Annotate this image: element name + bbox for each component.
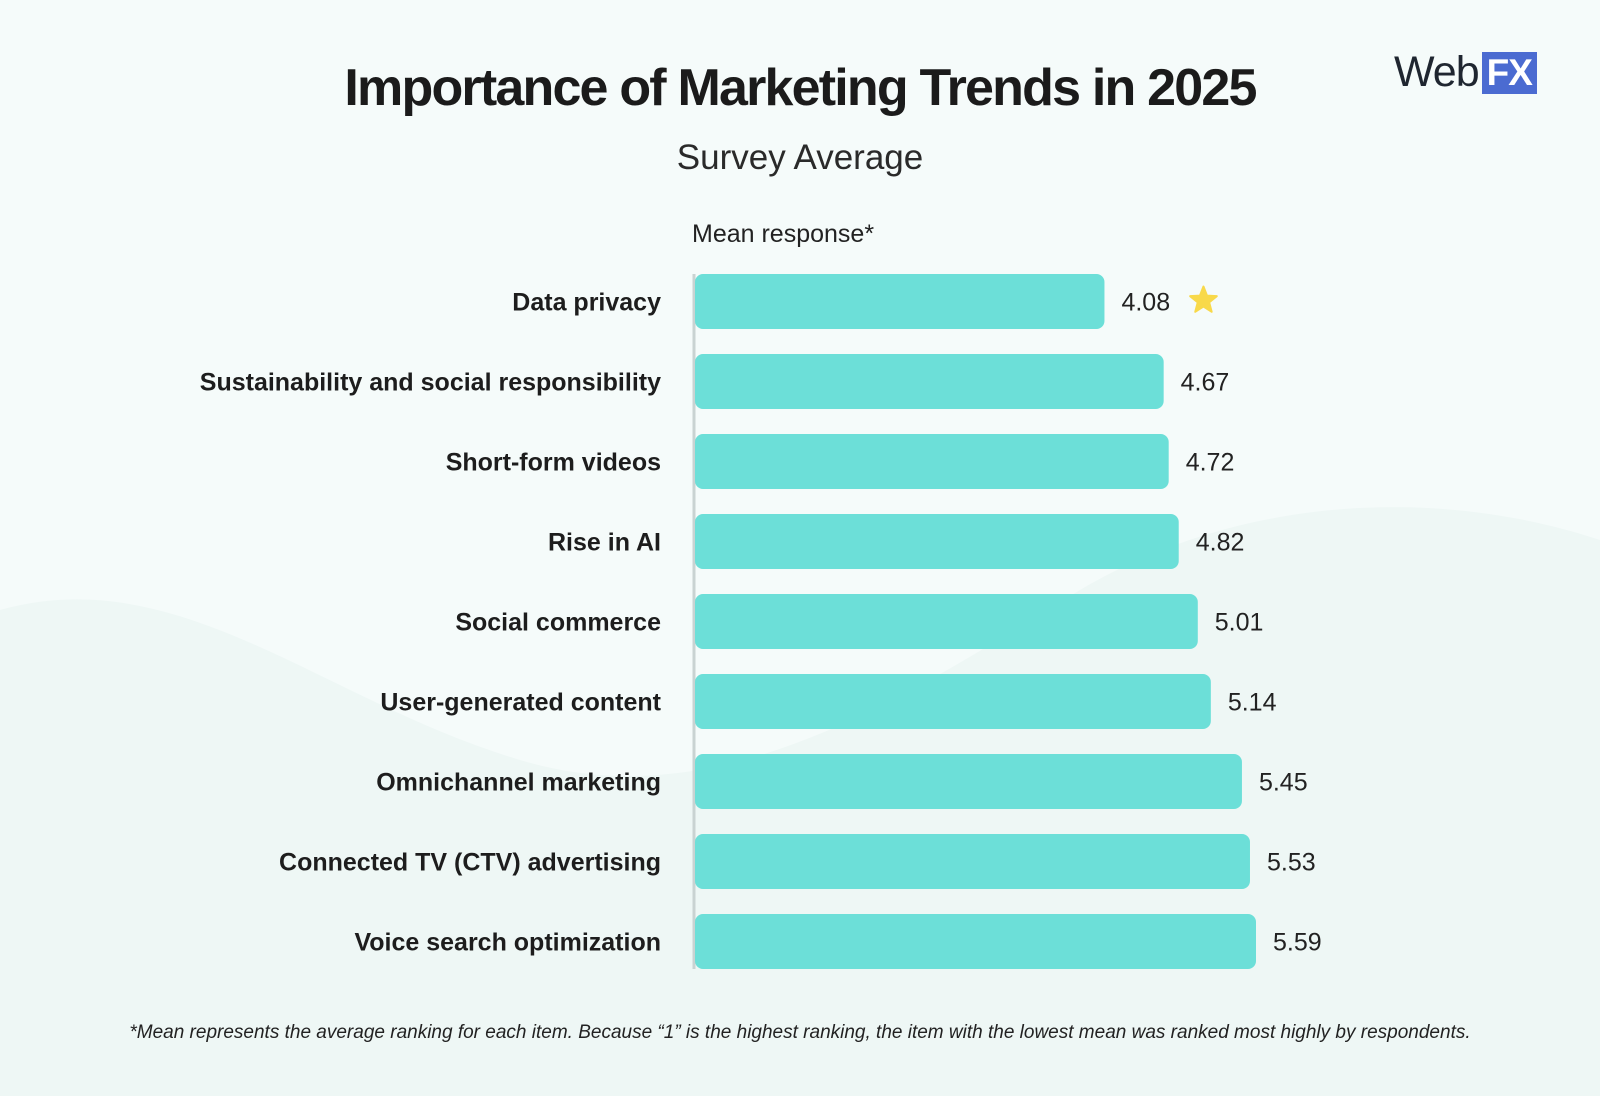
value-label: 5.53 xyxy=(1267,849,1316,877)
bar-9 xyxy=(695,914,1256,969)
bar-4 xyxy=(695,514,1179,569)
axis-label: Mean response* xyxy=(692,220,875,248)
category-label: Connected TV (CTV) advertising xyxy=(279,849,661,877)
chart-subtitle: Survey Average xyxy=(676,138,924,177)
bar-6 xyxy=(695,674,1211,729)
webfx-logo: Web FX xyxy=(1394,48,1537,97)
category-label: Sustainability and social responsibility xyxy=(200,369,661,397)
category-label: Social commerce xyxy=(455,609,661,637)
bar-3 xyxy=(695,434,1169,489)
star-icon xyxy=(1189,285,1218,313)
value-label: 5.45 xyxy=(1259,769,1308,797)
value-label: 4.72 xyxy=(1186,449,1235,477)
logo-text: Web xyxy=(1394,48,1480,96)
footnote: *Mean represents the average ranking for… xyxy=(129,1022,1471,1043)
value-label: 5.01 xyxy=(1215,609,1264,637)
category-label: Rise in AI xyxy=(548,529,661,557)
bar-8 xyxy=(695,834,1250,889)
bar-1 xyxy=(695,274,1105,329)
category-label: Voice search optimization xyxy=(354,929,661,957)
value-label: 4.08 xyxy=(1121,289,1170,317)
bar-5 xyxy=(695,594,1198,649)
chart-title: Importance of Marketing Trends in 2025 xyxy=(344,59,1257,117)
category-label: User-generated content xyxy=(380,689,661,717)
category-label: Short-form videos xyxy=(446,449,661,477)
bar-7 xyxy=(695,754,1242,809)
value-label: 4.82 xyxy=(1196,529,1245,557)
value-label: 5.14 xyxy=(1228,689,1277,717)
category-label: Omnichannel marketing xyxy=(376,769,661,797)
logo-box-text: FX xyxy=(1481,51,1537,94)
bar-2 xyxy=(695,354,1164,409)
category-label: Data privacy xyxy=(512,289,661,317)
value-label: 5.59 xyxy=(1273,929,1322,957)
value-label: 4.67 xyxy=(1181,369,1230,397)
bars-group: Data privacy 4.08 Sustainability and socia… xyxy=(200,274,1322,969)
